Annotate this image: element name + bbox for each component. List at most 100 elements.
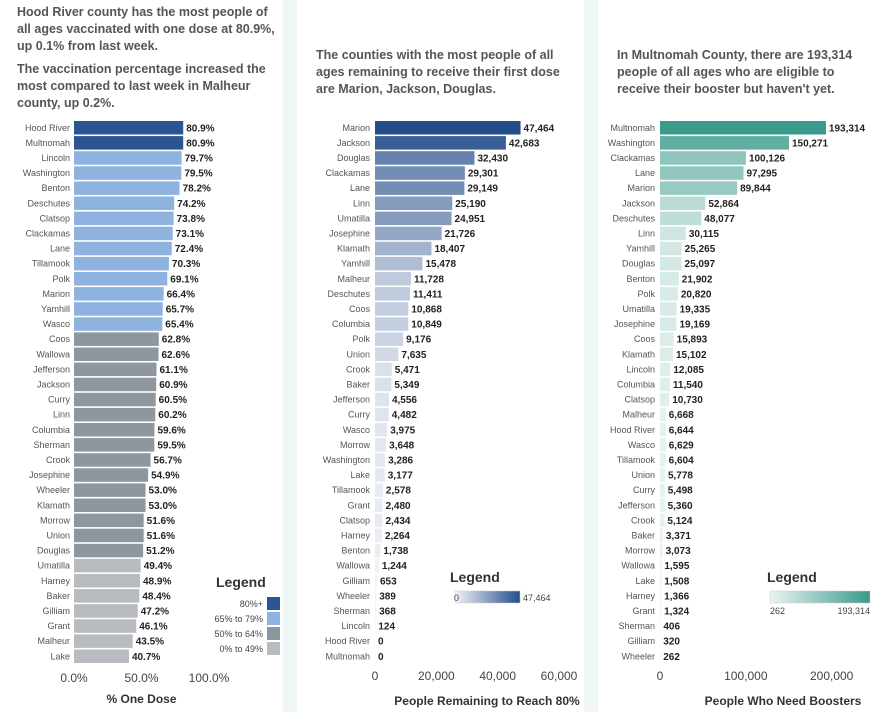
data-label: 18,407	[434, 244, 465, 255]
data-bar	[375, 407, 389, 422]
category-label: Morrow	[40, 515, 71, 525]
data-bar	[74, 211, 174, 226]
category-label: Umatilla	[622, 304, 655, 314]
data-bar	[660, 528, 663, 543]
data-bar	[74, 377, 157, 392]
data-bar	[74, 513, 144, 528]
data-bar	[74, 317, 163, 331]
data-label: 1,595	[664, 561, 689, 572]
data-label: 6,629	[669, 440, 694, 451]
data-label: 0	[378, 637, 384, 648]
data-label: 70.3%	[172, 259, 200, 270]
data-label: 62.8%	[162, 335, 190, 346]
data-bar	[660, 392, 670, 407]
category-label: Polk	[352, 334, 370, 344]
data-bar	[74, 166, 182, 180]
data-bar	[660, 407, 666, 422]
chart-headline: In Multnomah County, there are 193,314 p…	[617, 48, 853, 96]
data-label: 53.0%	[149, 486, 177, 497]
data-bar	[660, 211, 702, 226]
data-bar	[375, 604, 377, 618]
category-label: Wheeler	[36, 485, 70, 495]
data-label: 5,124	[667, 516, 692, 527]
category-label: Jefferson	[618, 500, 655, 510]
data-bar	[375, 151, 475, 165]
data-label: 150,271	[792, 138, 829, 149]
data-label: 25,265	[685, 244, 716, 255]
data-label: 74.2%	[177, 199, 205, 210]
chart-headline: The counties with the most people of all…	[316, 48, 560, 96]
category-label: Wallowa	[336, 561, 370, 571]
data-label: 3,177	[388, 471, 413, 482]
category-label: Hood River	[325, 636, 370, 646]
legend-item-label: 65% to 79%	[214, 614, 263, 624]
data-bar	[660, 166, 744, 180]
legend-title: Legend	[450, 569, 500, 585]
data-bar	[74, 226, 173, 241]
category-label: Coos	[49, 334, 71, 344]
legend-swatch	[267, 642, 280, 655]
data-label: 52,864	[708, 199, 739, 210]
data-bar	[375, 574, 378, 588]
data-label: 80.9%	[186, 123, 214, 134]
data-label: 100,126	[749, 153, 786, 164]
category-label: Washington	[323, 455, 370, 465]
data-bar	[660, 483, 665, 497]
data-bar	[74, 498, 146, 512]
data-label: 6,604	[669, 455, 694, 466]
category-label: Benton	[341, 546, 370, 556]
x-tick-label: 50.0%	[124, 671, 158, 685]
category-label: Union	[631, 470, 655, 480]
category-label: Sherman	[618, 621, 655, 631]
x-axis-title: People Who Need Boosters	[705, 694, 862, 708]
data-label: 3,073	[666, 546, 691, 557]
data-label: 21,726	[445, 229, 476, 240]
category-label: Multnomah	[25, 138, 70, 148]
data-bar	[74, 453, 151, 467]
x-tick-label: 0	[372, 669, 379, 683]
data-bar	[74, 302, 163, 316]
data-label: 193,314	[829, 123, 866, 134]
category-label: Lincoln	[41, 153, 70, 163]
data-label: 48,077	[704, 214, 735, 225]
data-bar	[375, 121, 521, 135]
category-label: Clackamas	[25, 228, 70, 238]
category-label: Lane	[635, 168, 655, 178]
category-label: Morrow	[340, 440, 371, 450]
x-axis-title: % One Dose	[106, 692, 176, 706]
category-label: Morrow	[625, 546, 656, 556]
data-label: 15,478	[425, 259, 456, 270]
category-label: Grant	[632, 606, 655, 616]
data-label: 368	[379, 606, 396, 617]
data-bar	[375, 317, 409, 331]
data-bar	[375, 287, 410, 301]
data-bar	[375, 513, 383, 528]
category-label: Gilliam	[342, 576, 370, 586]
data-label: 653	[380, 576, 397, 587]
category-label: Jackson	[337, 138, 370, 148]
data-bar	[375, 377, 392, 392]
data-bar	[74, 589, 140, 603]
category-label: Wasco	[343, 425, 370, 435]
data-label: 51.6%	[147, 516, 175, 527]
category-label: Gilliam	[42, 606, 70, 616]
data-label: 47,464	[524, 123, 555, 134]
data-label: 1,738	[383, 546, 408, 557]
bar-chart-one-dose: Hood River 80.9% Multnomah 80.9% Lincoln 79.7…	[23, 121, 280, 706]
category-label: Linn	[353, 198, 370, 208]
data-label: 10,849	[411, 320, 442, 331]
data-bar	[660, 362, 671, 377]
data-bar	[375, 196, 453, 210]
data-label: 60.5%	[159, 395, 187, 406]
data-bar	[375, 423, 388, 437]
category-label: Douglas	[37, 546, 71, 556]
data-label: 78.2%	[183, 184, 211, 195]
data-bar	[375, 453, 386, 467]
category-label: Union	[46, 530, 70, 540]
chart-panel-boosters: In Multnomah County, there are 193,314 p…	[598, 0, 885, 712]
data-label: 24,951	[455, 214, 486, 225]
legend-item-label: 50% to 64%	[214, 629, 263, 639]
data-label: 65.4%	[165, 320, 193, 331]
category-label: Columbia	[32, 425, 70, 435]
x-tick-label: 100.0%	[189, 671, 230, 685]
